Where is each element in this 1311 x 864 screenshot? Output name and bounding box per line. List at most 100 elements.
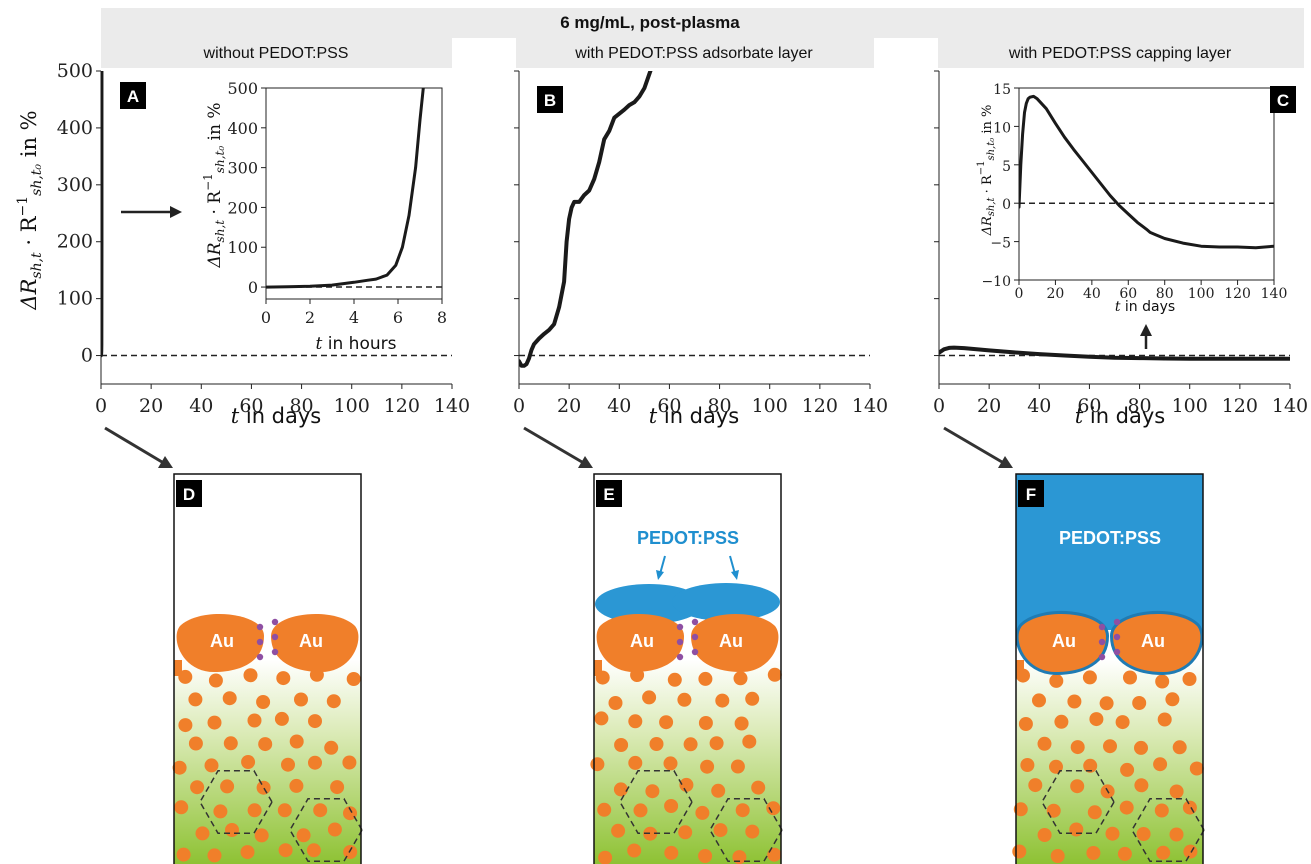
schemF-au-dot-24 — [1120, 762, 1135, 777]
schemE-pedot-blob-left — [595, 584, 703, 624]
schemF-au-dot-4 — [1155, 674, 1170, 689]
schemD-au-dot-35 — [277, 803, 292, 818]
schemF-au-dot-14 — [1115, 715, 1130, 730]
schemE-au-dot-16 — [614, 738, 629, 752]
plotA-y-tick-label-0: 0 — [81, 345, 93, 367]
schemE-au-dot-19 — [709, 736, 724, 751]
plotB-x-tick-label-6: 120 — [802, 395, 838, 417]
panel-letter-b: B — [544, 91, 556, 110]
schemE-lattice-hex-0 — [619, 770, 693, 834]
schemF-au-dot-35 — [1119, 800, 1134, 815]
plotC-x-tick-label-7: 140 — [1272, 395, 1308, 417]
schemD-linker-dot-3 — [271, 618, 279, 626]
chart-panel-c: 0 20 40 60 80 100 120 140 — [933, 70, 1308, 417]
plotA-y-tick-label-2: 200 — [57, 231, 93, 253]
arrow-c-to-f — [943, 426, 1003, 464]
schemE-au-dot-33 — [664, 799, 679, 813]
schemD-lattice-hex-1 — [289, 798, 363, 862]
insetA-y-tick-label-5: 500 — [227, 79, 258, 98]
schematic-d: Au Au — [172, 473, 363, 864]
plotC-x-tick-label-1: 20 — [977, 395, 1001, 417]
schemD-au-dot-16 — [188, 736, 203, 751]
plotA-y-tick-label-1: 100 — [57, 288, 93, 310]
schemE-linker-dot-4 — [691, 633, 699, 641]
chart-inset-a: 0 2 4 6 8 0 100 200 300 400 500 — [227, 79, 447, 327]
schemF-au-label-right: Au — [1141, 631, 1165, 651]
schemE-au-dot-13 — [659, 715, 674, 730]
schemE-au-dot-35 — [735, 803, 750, 818]
schemD-au-dot-41 — [296, 828, 311, 843]
schemF-linker-dot-2 — [1098, 653, 1106, 661]
schemF-au-dot-21 — [1020, 758, 1035, 772]
schemF-au-dot-36 — [1154, 803, 1169, 818]
schemE-lattice-hex-1 — [709, 798, 783, 862]
schemF-au-dot-41 — [1136, 827, 1151, 841]
insetC-y-tick-label-0: −10 — [981, 274, 1011, 290]
insetA-y-tick-label-1: 100 — [227, 238, 258, 257]
arrowhead-a-to-d — [158, 456, 173, 468]
schemF-au-particle-1 — [1113, 613, 1201, 672]
schemD-au-dot-43 — [176, 847, 191, 862]
schemE-au-dot-9 — [715, 693, 730, 708]
schemE-frame — [593, 473, 782, 864]
schemF-au-dot-42 — [1169, 827, 1184, 842]
schemD-au-dot-10 — [326, 694, 341, 709]
insetA-x-tick-label-2: 4 — [349, 308, 359, 327]
plotA-series-line-0 — [101, 71, 104, 358]
schemD-au-dot-46 — [278, 843, 293, 858]
schemE-au-dot-15 — [734, 716, 749, 731]
header: 6 mg/mL, post-plasma without PEDOT:PSS w… — [101, 8, 1304, 68]
schemD-au-dot-25 — [308, 755, 322, 770]
schemE-au-dot-24 — [700, 759, 715, 774]
schemD-au-dot-30 — [289, 778, 304, 793]
schemE-au-dot-43 — [627, 843, 642, 858]
schemF-au-dot-30 — [1134, 778, 1149, 793]
plotA-y-tick-label-5: 500 — [57, 60, 93, 82]
schemE-au-dot-40 — [713, 823, 728, 838]
schemE-au-particle-1 — [691, 613, 779, 672]
schemE-au-dot-7 — [642, 690, 657, 705]
schemF-au-particle-0 — [1018, 613, 1106, 672]
schemE-au-dot-29 — [711, 783, 726, 798]
arrow-a-to-d — [104, 426, 163, 464]
panel-title-b: with PEDOT:PSS adsorbate layer — [574, 45, 813, 62]
schemD-linker-dot-0 — [256, 623, 264, 631]
schemD-au-dot-12 — [207, 715, 222, 730]
panel-letter-e: E — [603, 485, 614, 504]
schemE-au-label-right: Au — [719, 631, 743, 651]
plotA-x-tick-label-1: 20 — [139, 395, 163, 417]
schemE-au-dot-20 — [742, 734, 757, 749]
insetC-x-tick-label-6: 120 — [1224, 286, 1251, 302]
schemD-au-dot-29 — [256, 780, 271, 795]
schemE-au-dot-11 — [594, 711, 609, 726]
schemD-au-dot-17 — [223, 736, 238, 751]
schemF-au-dot-45 — [1086, 846, 1101, 860]
schemF-au-dot-17 — [1070, 740, 1085, 755]
schemF-au-dot-44 — [1050, 849, 1065, 863]
schemE-pedot-blob-right — [672, 583, 780, 621]
schemF-au-dot-46 — [1117, 846, 1132, 861]
schemD-au-dot-13 — [247, 713, 262, 728]
schemF-lattice-hex-1 — [1131, 798, 1205, 862]
schematic-e: Au Au PEDOT:PSS — [590, 473, 783, 864]
schemF-au-dot-28 — [1070, 779, 1085, 794]
plotB-x-tick-label-5: 100 — [752, 395, 788, 417]
schemF-au-dot-9 — [1132, 696, 1147, 710]
schemF-au-dot-34 — [1087, 805, 1102, 820]
schemF-au-dot-32 — [1013, 802, 1028, 817]
schemF-au-dot-22 — [1049, 759, 1063, 774]
schemF-au-dot-7 — [1067, 694, 1082, 709]
plotB-x-tick-label-4: 80 — [707, 395, 731, 417]
panel-letter-e-box — [596, 480, 622, 507]
schemE-au-dot-8 — [677, 692, 692, 707]
x-axis-label-a: t in days — [231, 404, 322, 428]
arrowhead-b-to-e — [578, 456, 593, 468]
schemE-au-dot-6 — [608, 696, 623, 710]
schemF-au-dot-23 — [1083, 758, 1098, 773]
schemD-au-dot-1 — [208, 673, 223, 688]
insetA-x-tick-label-3: 6 — [393, 308, 403, 327]
schemF-au-dot-6 — [1032, 693, 1046, 708]
schemD-au-dot-27 — [190, 780, 205, 795]
schemD-au-edge — [174, 660, 182, 676]
schemF-au-dot-43 — [1012, 844, 1027, 859]
